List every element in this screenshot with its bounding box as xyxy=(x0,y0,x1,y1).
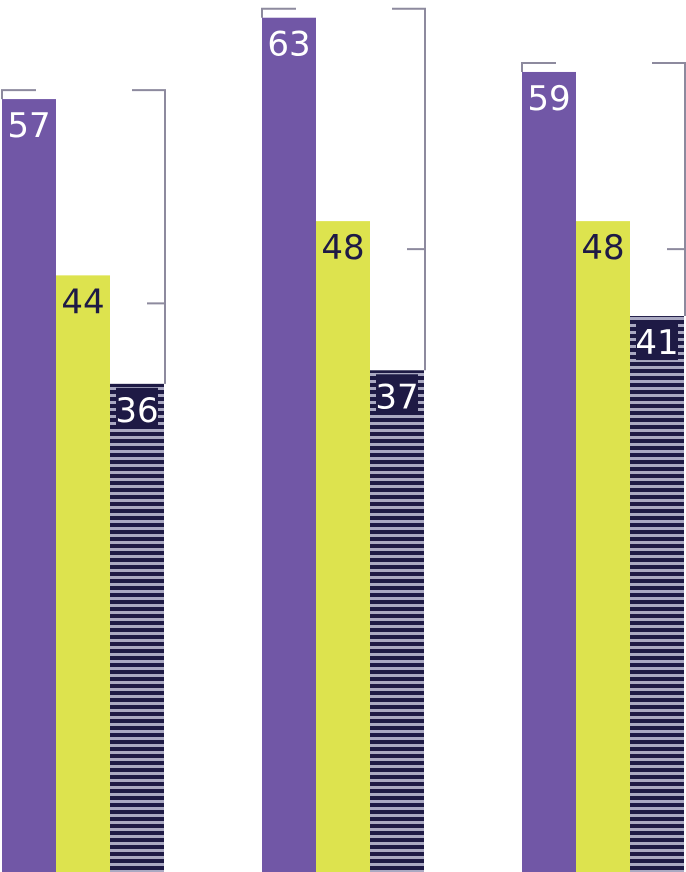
bar-g2-s2 xyxy=(316,221,370,872)
data-label-g2-s3: 37 xyxy=(375,377,418,417)
data-label-bg-g1 xyxy=(116,387,158,428)
bar-g2-s3 xyxy=(370,370,424,872)
data-label-g1-s2: 44 xyxy=(61,282,104,322)
bracket-2 xyxy=(261,7,426,371)
data-label-bg-g2 xyxy=(376,374,418,415)
bracket-1 xyxy=(1,89,166,384)
bar-g2-s1 xyxy=(262,17,316,872)
bar-group-3: 59 48 41 xyxy=(521,61,686,872)
data-label-g3-s3: 41 xyxy=(635,323,678,363)
data-label-g3-s1: 59 xyxy=(527,79,570,119)
bar-g3-s1 xyxy=(522,71,576,872)
data-label-bg-g3 xyxy=(636,320,678,361)
data-label-g3-s2: 48 xyxy=(581,228,624,268)
plot-area: 57 44 36 63 48 37 59 48 41 xyxy=(1,7,686,872)
bracket-3 xyxy=(521,61,686,317)
bar-g3-s2 xyxy=(576,221,630,872)
bar-group-2: 63 48 37 xyxy=(261,7,426,872)
bar-g1-s2 xyxy=(56,275,110,872)
bar-g1-s1 xyxy=(2,99,56,872)
bar-group-1: 57 44 36 xyxy=(1,89,166,872)
data-label-g1-s3: 36 xyxy=(115,391,158,431)
bar-g1-s3 xyxy=(110,383,164,872)
data-label-g2-s1: 63 xyxy=(267,25,310,65)
bar-g3-s3 xyxy=(630,316,684,872)
data-label-g1-s1: 57 xyxy=(7,106,50,146)
data-label-g2-s2: 48 xyxy=(321,228,364,268)
